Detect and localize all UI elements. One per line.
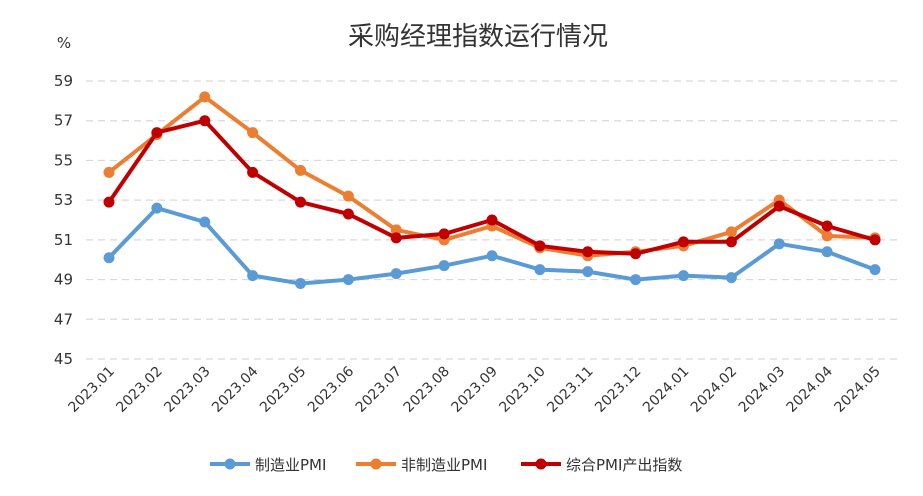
data-point [247,270,259,282]
y-tick-label: 55 [54,151,73,169]
data-point [725,272,737,284]
legend-swatch-marker [370,458,382,470]
data-point [438,260,450,272]
data-point [725,226,737,238]
data-point [390,268,402,280]
data-point [678,236,689,248]
x-tick-label: 2024.04 [784,363,836,415]
x-tick-label: 2024.03 [736,364,788,416]
data-point [295,196,306,208]
legend-item: 综合PMI产出指数 [521,456,682,474]
x-tick-label: 2023.12 [592,364,644,416]
series-1 [103,202,881,290]
y-tick-label: 51 [54,231,73,249]
data-point [438,228,450,240]
data-point [869,264,881,276]
data-point [247,166,259,178]
data-point [821,230,833,242]
x-tick-label: 2023.04 [209,363,261,415]
legend-label: 制造业PMI [255,456,326,474]
data-point [582,246,594,258]
series-2 [103,91,881,262]
data-point [869,234,881,246]
data-point [342,208,354,220]
x-tick-label: 2023.01 [66,364,118,416]
series-3 [103,115,881,260]
data-point [151,127,163,139]
legend-item: 非制造业PMI [356,456,487,474]
x-tick-label: 2023.05 [257,364,309,416]
y-axis-unit: % [57,34,71,52]
data-point [199,216,211,228]
data-point [678,270,689,282]
series-line [107,118,877,256]
x-tick-label: 2023.07 [353,364,405,416]
data-point [342,274,354,286]
data-point [103,252,115,264]
legend-label: 非制造业PMI [401,456,487,474]
data-point [390,224,402,236]
x-tick-label: 2023.09 [449,364,501,416]
x-tick-label: 2023.10 [496,364,548,416]
data-point [103,166,115,178]
data-point [151,202,163,214]
data-point [486,214,498,226]
data-point [295,164,306,176]
data-point [821,246,833,258]
legend-swatch-marker [535,458,547,470]
x-tick-label: 2023.06 [305,363,357,415]
legend-label: 综合PMI产出指数 [566,456,682,474]
y-tick-label: 53 [54,191,73,209]
data-point [582,266,594,278]
data-point [247,127,259,139]
y-tick-label: 49 [54,271,73,289]
x-tick-label: 2024.02 [688,364,740,416]
y-tick-label: 59 [54,72,73,90]
y-axis-ticks: 45 47 49 51 53 55 57 59 [54,72,73,368]
data-point [773,238,785,250]
data-point [486,250,498,262]
x-tick-label: 2023.11 [544,364,596,416]
data-point [199,115,211,127]
data-point [534,240,546,252]
legend-swatch-marker [224,458,236,470]
chart-title: 采购经理指数运行情况 [348,22,608,52]
data-point [199,91,211,103]
x-tick-label: 2023.02 [113,364,165,416]
data-point [390,232,402,244]
data-point [342,190,354,202]
y-tick-label: 57 [54,112,73,130]
y-tick-label: 45 [54,350,73,368]
data-point [821,220,833,232]
data-point [295,278,306,290]
data-point [534,264,546,276]
x-tick-label: 2024.05 [832,364,884,416]
data-point [630,248,642,260]
x-tick-label: 2023.08 [401,364,453,416]
x-tick-label: 2024.01 [640,364,692,416]
data-point [725,236,737,248]
legend: 制造业PMI 非制造业PMI 综合PMI产出指数 [210,456,682,474]
data-point [773,200,785,212]
data-point [103,196,115,208]
legend-item: 制造业PMI [210,456,326,474]
data-point [630,274,642,286]
x-tick-label: 2023.03 [161,364,213,416]
x-axis-ticks: 2023.012023.022023.032023.042023.052023.… [66,363,884,415]
y-tick-label: 47 [54,310,73,328]
series-lines [103,91,881,290]
